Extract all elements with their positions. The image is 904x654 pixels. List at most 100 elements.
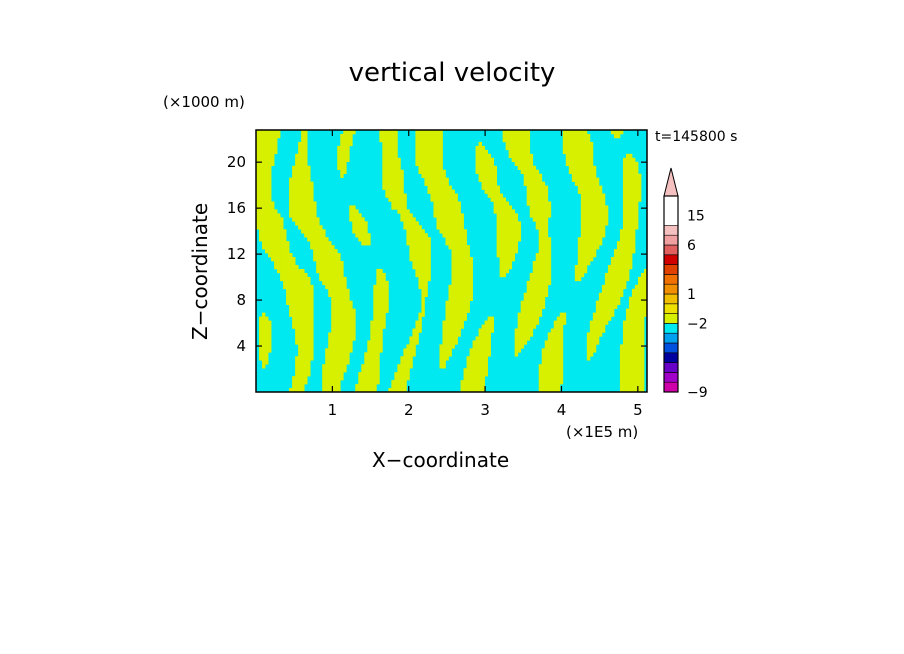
field-stripe	[277, 130, 281, 139]
field-stripe	[298, 268, 302, 393]
field-stripe	[442, 320, 446, 369]
field-stripe	[292, 257, 296, 329]
field-stripe	[418, 225, 422, 290]
field-stripe	[559, 312, 564, 385]
field-stripe	[610, 130, 615, 135]
field-stripe	[487, 153, 491, 198]
x-axis: 1 2 3 4 5	[328, 130, 643, 419]
field-stripe	[415, 320, 419, 345]
y-tick-label: 8	[236, 291, 246, 309]
field-stripe	[637, 173, 642, 202]
field-stripe	[544, 185, 549, 298]
field-stripe	[436, 130, 440, 230]
field-stripe	[346, 288, 350, 365]
field-stripe	[307, 276, 311, 377]
colorbar-tick-label: 15	[687, 209, 705, 225]
y-axis: 4 8 12 16 20	[227, 153, 647, 355]
field-stripe	[634, 284, 639, 393]
field-stripe	[631, 157, 636, 254]
field-stripe	[394, 130, 398, 210]
field-stripe	[613, 249, 618, 309]
field-stripe	[388, 388, 392, 393]
field-stripe	[517, 130, 522, 170]
colorbar-tick-label: 6	[687, 238, 696, 254]
field-stripe	[271, 201, 275, 262]
field-stripe	[307, 165, 311, 242]
field-stripe	[520, 130, 525, 174]
field-stripe	[580, 130, 585, 278]
field-stripe	[361, 217, 365, 246]
field-stripe	[592, 165, 597, 258]
field-stripe	[274, 130, 278, 155]
field-stripe	[400, 356, 404, 393]
field-stripe	[538, 173, 543, 317]
field-stripe	[379, 268, 383, 353]
field-stripe	[457, 201, 461, 337]
y-tick-label: 20	[227, 153, 246, 171]
field-stripe	[586, 133, 591, 266]
field-stripe	[349, 300, 353, 353]
field-stripe	[400, 169, 404, 222]
field-stripe	[301, 130, 305, 234]
field-stripe	[541, 348, 546, 393]
field-stripe	[262, 312, 266, 369]
field-stripe	[259, 316, 263, 361]
field-stripe	[364, 221, 368, 246]
field-stripe	[442, 169, 446, 238]
field-stripe	[604, 205, 609, 226]
field-stripe	[343, 130, 347, 174]
colorbar-segment	[663, 283, 679, 295]
field-stripe	[523, 292, 528, 345]
colorbar-segment	[663, 372, 679, 383]
field-stripe	[586, 332, 591, 361]
field-stripe	[322, 229, 326, 286]
field-stripe	[376, 268, 380, 385]
x-axis-label: X−coordinate	[372, 448, 510, 472]
colorbar-segment	[663, 244, 679, 256]
field-stripe	[508, 205, 513, 270]
field-stripe	[262, 130, 266, 250]
field-stripe	[448, 284, 452, 357]
field-stripe	[427, 130, 431, 194]
field-stripe	[385, 280, 389, 313]
field-stripe	[430, 130, 434, 202]
field-stripe	[526, 130, 531, 206]
field-stripe	[499, 193, 504, 278]
field-stripe	[508, 130, 513, 159]
field-stripe	[433, 130, 437, 218]
field-stripe	[547, 201, 552, 218]
field-stripe	[574, 264, 579, 282]
field-stripe	[601, 193, 606, 238]
field-stripe	[577, 237, 582, 282]
field-stripe	[409, 336, 413, 369]
field-stripe	[451, 189, 455, 349]
x-axis-unit: (×1E5 m)	[566, 423, 639, 441]
field-stripe	[637, 276, 642, 393]
field-stripe	[325, 348, 329, 393]
field-stripe	[265, 130, 269, 254]
field-stripe	[319, 225, 323, 282]
field-stripe	[328, 241, 332, 298]
field-stripe	[484, 149, 488, 194]
field-stripe	[295, 264, 299, 345]
field-stripe	[532, 165, 537, 222]
field-stripe	[448, 185, 452, 250]
field-stripe	[640, 272, 645, 393]
field-stripe	[475, 336, 479, 393]
field-stripe	[328, 332, 332, 393]
field-stripe	[268, 130, 272, 258]
field-stripe	[424, 130, 428, 186]
field-stripe	[514, 130, 519, 167]
field-stripe	[289, 253, 293, 317]
field-stripe	[421, 130, 425, 178]
field-stripe	[325, 237, 329, 290]
colorbar-segment	[663, 264, 679, 275]
field-stripe	[577, 130, 582, 194]
field-stripe	[514, 213, 519, 254]
field-stripe	[331, 245, 335, 393]
field-stripe	[445, 177, 449, 246]
field-stripe	[583, 130, 588, 274]
field-stripe	[349, 205, 353, 222]
colorbar-segment	[663, 323, 679, 334]
